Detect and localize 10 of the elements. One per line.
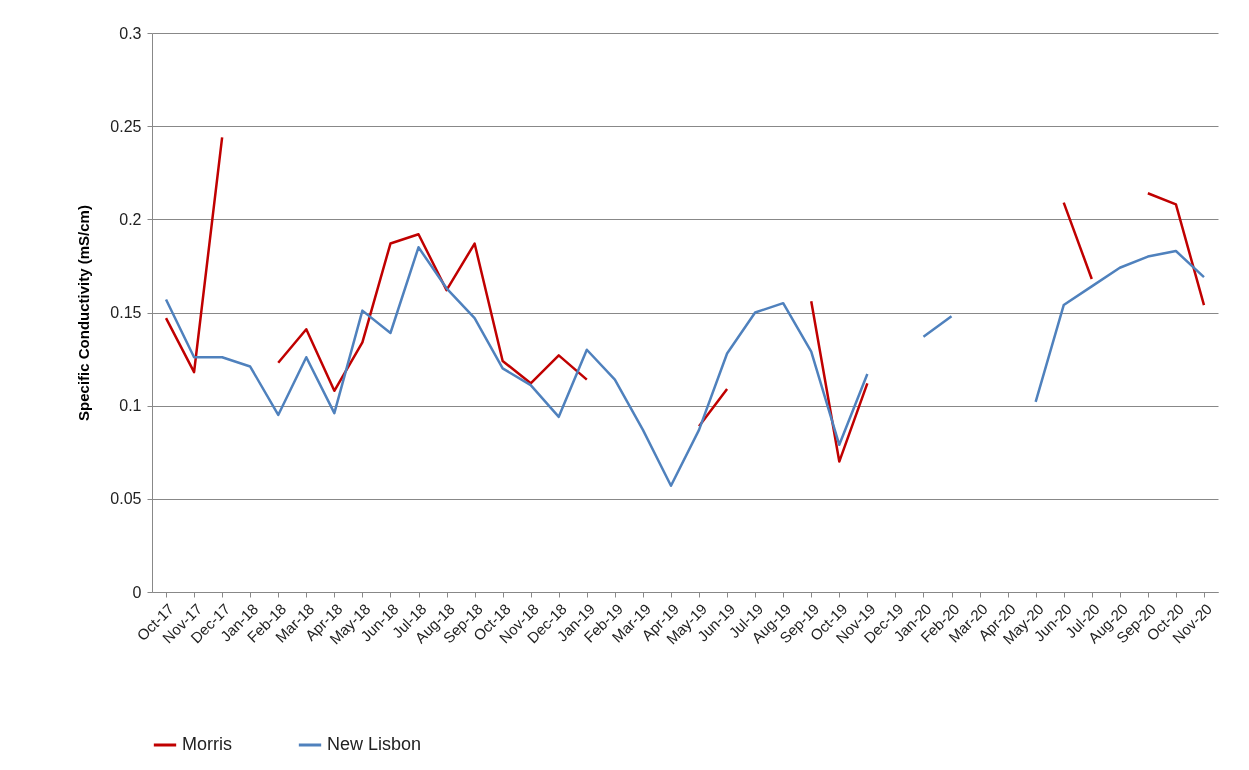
- legend-label: Morris: [182, 734, 232, 754]
- y-tick-label: 0.15: [110, 304, 142, 321]
- y-tick-label: 0: [132, 583, 142, 601]
- y-tick-label: 0.25: [110, 117, 142, 135]
- y-tick-label: 0.2: [119, 210, 142, 228]
- legend-label: New Lisbon: [327, 734, 422, 754]
- y-tick-label: 0.1: [119, 397, 142, 415]
- y-tick-label: 0.3: [119, 24, 142, 42]
- y-tick-label: 0.05: [110, 490, 142, 508]
- y-axis-title: Specific Conductivity (mS/cm): [75, 205, 93, 421]
